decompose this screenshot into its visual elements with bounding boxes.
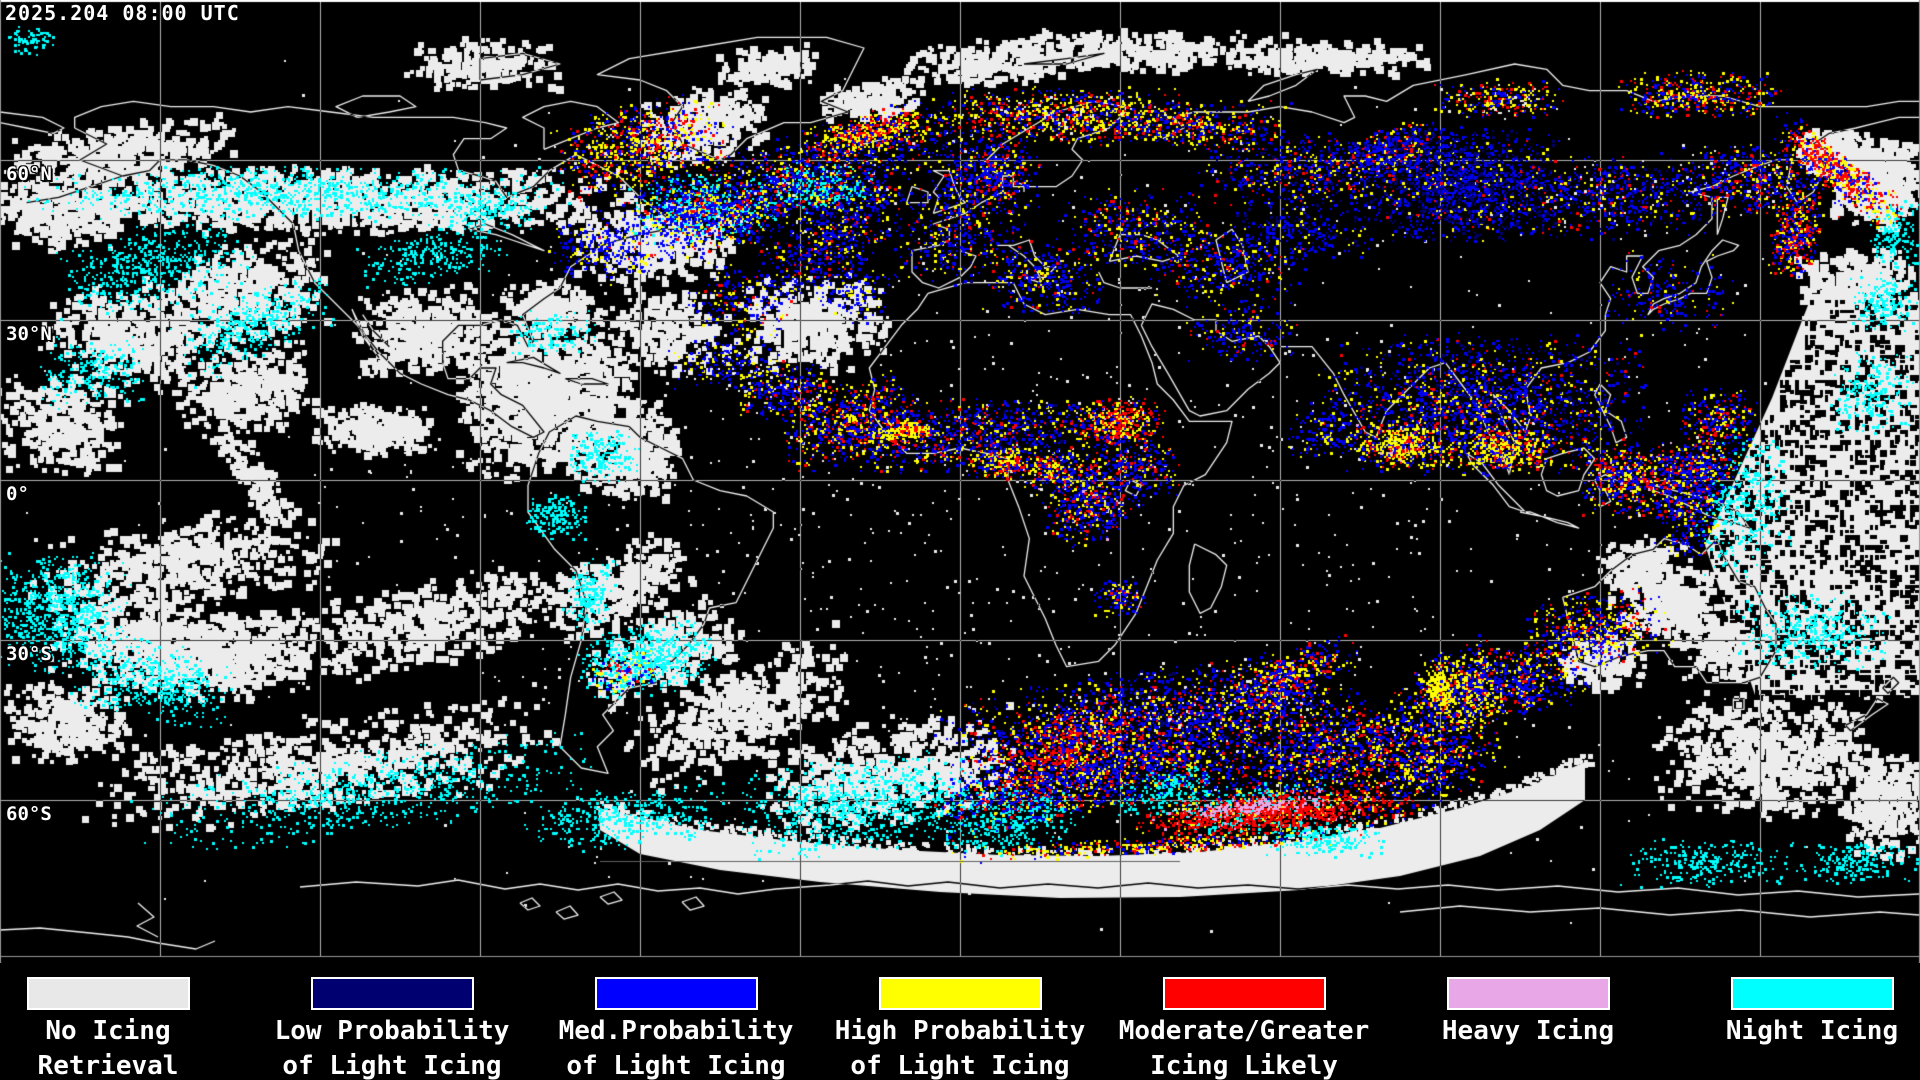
legend-item-moderate-greater: Moderate/Greater Icing Likely — [1102, 963, 1386, 1080]
legend-label-line2: Retrieval — [37, 1051, 179, 1080]
legend-item-low-probability: Low Probability of Light Icing — [250, 963, 534, 1080]
legend-swatch-low-probability — [310, 977, 474, 1010]
legend-label-line2: Icing Likely — [1150, 1051, 1338, 1080]
world-icing-map: 2025.204 08:00 UTC 60°N 30°N 0° 30°S 60°… — [0, 0, 1920, 963]
legend-item-heavy-icing: Heavy Icing — [1386, 963, 1670, 1080]
legend-label-line1: Night Icing — [1725, 1016, 1899, 1046]
latitude-label-60s: 60°S — [6, 803, 52, 825]
legend-label-line2: of Light Icing — [850, 1051, 1070, 1080]
legend-label-line1: Heavy Icing — [1441, 1016, 1615, 1046]
legend-item-no-icing-retrieval: No Icing Retrieval — [0, 963, 250, 1080]
legend: No Icing Retrieval Low Probability of Li… — [0, 963, 1920, 1080]
legend-label-line1: No Icing — [45, 1016, 171, 1046]
legend-label-line1: Low Probability — [274, 1016, 510, 1046]
legend-label-line1: Moderate/Greater — [1118, 1016, 1370, 1046]
legend-item-high-probability: High Probability of Light Icing — [818, 963, 1102, 1080]
legend-swatch-night-icing — [1730, 977, 1894, 1010]
world-icing-map-canvas — [0, 0, 1920, 963]
legend-label-line2: of Light Icing — [282, 1051, 502, 1080]
legend-item-med-probability: Med.Probability of Light Icing — [534, 963, 818, 1080]
legend-swatch-no-icing-retrieval — [26, 977, 190, 1010]
latitude-label-30n: 30°N — [6, 323, 52, 345]
timestamp-label: 2025.204 08:00 UTC — [5, 1, 240, 25]
legend-item-night-icing: Night Icing — [1670, 963, 1920, 1080]
legend-swatch-moderate-greater — [1162, 977, 1326, 1010]
legend-label-line1: High Probability — [834, 1016, 1086, 1046]
legend-swatch-high-probability — [878, 977, 1042, 1010]
legend-label-line1: Med.Probability — [558, 1016, 794, 1046]
latitude-label-eq: 0° — [6, 483, 29, 505]
latitude-label-60n: 60°N — [6, 163, 52, 185]
legend-swatch-heavy-icing — [1446, 977, 1610, 1010]
legend-label-line2: of Light Icing — [566, 1051, 786, 1080]
latitude-label-30s: 30°S — [6, 643, 52, 665]
legend-swatch-med-probability — [594, 977, 758, 1010]
